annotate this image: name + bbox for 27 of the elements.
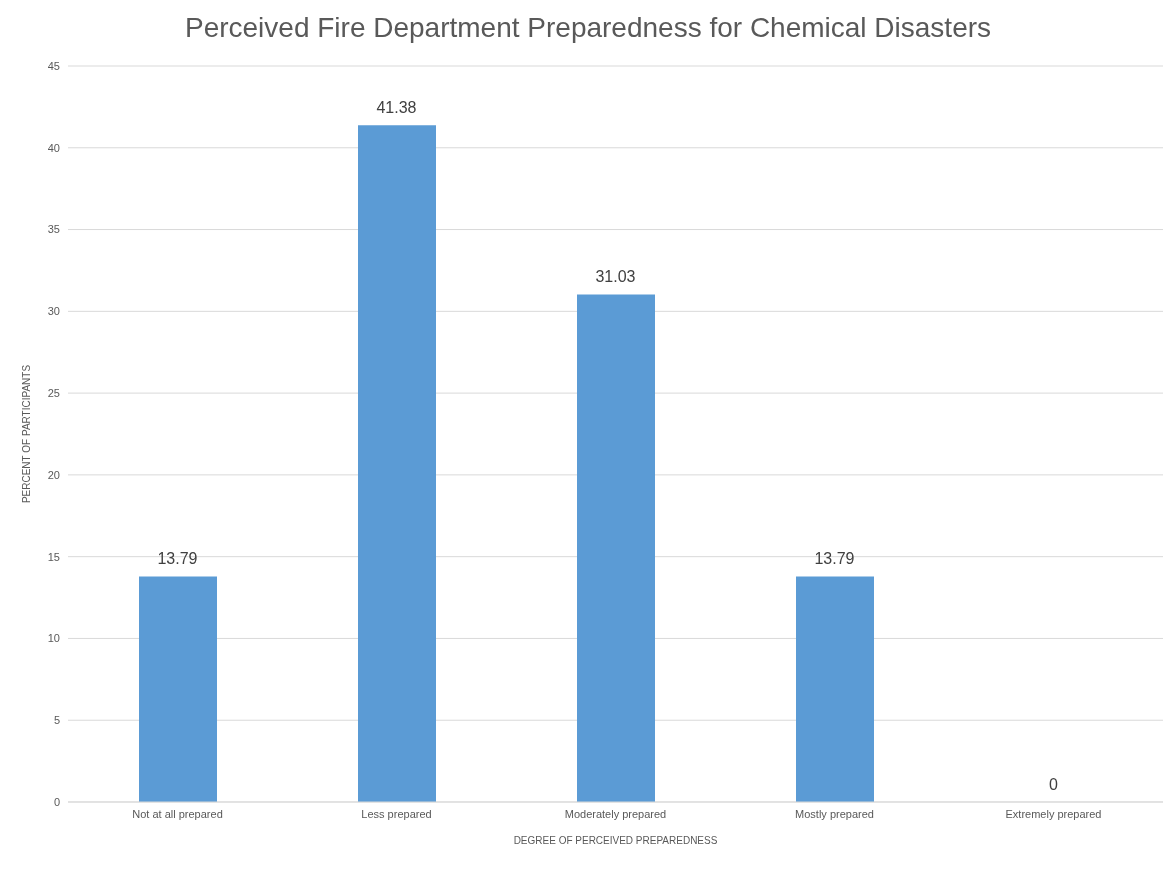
data-label: 31.03 <box>595 268 636 286</box>
y-tick-label: 30 <box>47 305 60 318</box>
bar <box>358 125 436 802</box>
x-axis-title: DEGREE OF PERCEIVED PREPAREDNESS <box>513 835 718 846</box>
y-axis-title: PERCENT OF PARTICIPANTS <box>20 364 32 504</box>
y-tick-label: 20 <box>47 468 60 481</box>
bar <box>796 576 874 802</box>
y-tick-label: 15 <box>47 550 60 563</box>
y-tick-label: 35 <box>47 223 60 236</box>
data-label: 0 <box>1049 776 1059 793</box>
y-tick-label: 45 <box>47 59 60 72</box>
y-tick-label: 40 <box>47 141 60 154</box>
y-tick-label: 0 <box>53 795 60 808</box>
bar <box>577 294 655 802</box>
data-label: 13.79 <box>814 550 855 568</box>
y-tick-label: 25 <box>47 387 60 400</box>
x-tick-label: Less prepared <box>361 807 432 820</box>
x-tick-label: Extremely prepared <box>1005 807 1102 820</box>
y-tick-label: 5 <box>53 714 60 727</box>
y-tick-label: 10 <box>47 632 60 645</box>
data-label: 13.79 <box>157 550 198 568</box>
x-tick-label: Not at all prepared <box>132 807 223 820</box>
x-tick-label: Mostly prepared <box>795 807 874 820</box>
bar <box>139 576 217 802</box>
data-label: 41.38 <box>376 99 417 117</box>
chart-title: Perceived Fire Department Preparedness for Chemical Disasters <box>183 11 993 45</box>
x-tick-label: Moderately prepared <box>564 807 667 820</box>
